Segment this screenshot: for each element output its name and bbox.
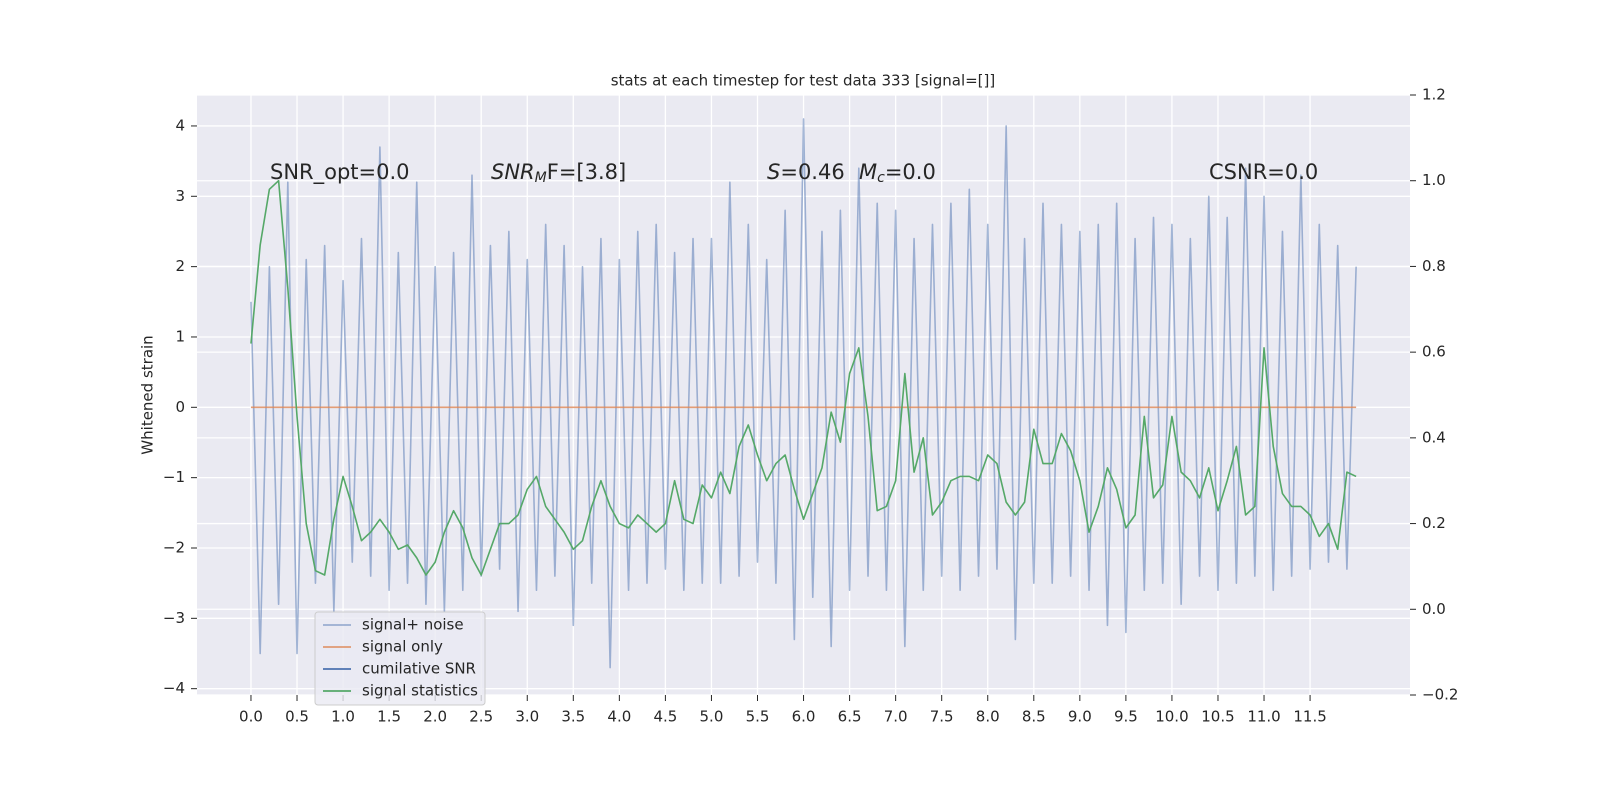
annotation-part: S (767, 160, 780, 184)
y-tick-label: −2 (163, 538, 185, 556)
x-tick-label: 3.0 (515, 708, 539, 726)
x-tick-label: 6.5 (838, 708, 862, 726)
x-tick-label: 6.0 (792, 708, 816, 726)
annotation: CSNR=0.0 (1209, 160, 1318, 184)
x-tick-label: 3.5 (561, 708, 585, 726)
x-tick-label: 1.0 (331, 708, 355, 726)
y-tick-label: −3 (163, 609, 185, 627)
y-tick-label: 4 (175, 116, 185, 134)
legend: signal+ noise signal only cumilative SNR si… (314, 611, 486, 706)
y2-tick-label: 0.4 (1422, 428, 1446, 446)
y-tick-label: −4 (163, 679, 185, 697)
x-tick-label: 2.5 (469, 708, 493, 726)
annotation-part: F=[3.8] (547, 160, 626, 184)
annotation: S=0.46 (767, 160, 845, 184)
chart-title: stats at each timestep for test data 333… (611, 72, 996, 90)
y-axis-label: Whitened strain (139, 335, 157, 454)
x-tick-label: 8.0 (976, 708, 1000, 726)
series-line (250, 118, 1357, 669)
x-tick-label: 0.5 (285, 708, 309, 726)
x-tick-label: 4.5 (653, 708, 677, 726)
annotation-part: M (859, 160, 877, 184)
legend-label: signal only (362, 638, 443, 656)
x-tick-label: 9.5 (1114, 708, 1138, 726)
annotation-part: =0.0 (885, 160, 936, 184)
y-tick-label: −1 (163, 468, 185, 486)
x-tick-label: 10.5 (1201, 708, 1234, 726)
y2-tick-label: 0.8 (1422, 257, 1446, 275)
x-tick-label: 11.5 (1293, 708, 1326, 726)
y-tick-label: 3 (175, 187, 185, 205)
legend-frame (314, 611, 486, 706)
x-tick-label: 11.0 (1247, 708, 1280, 726)
annotation: SNR_opt=0.0 (270, 160, 410, 185)
annotation-part: SNR (491, 160, 535, 184)
series-line (250, 179, 1357, 576)
x-tick-label: 8.5 (1022, 708, 1046, 726)
annotation-part: =0.46 (780, 160, 844, 184)
y2-tick-label: 0.2 (1422, 514, 1446, 532)
y2-tick-label: 1.2 (1422, 86, 1446, 104)
annotation-part: SNR_opt=0.0 (270, 160, 410, 185)
annotation: Mc=0.0 (859, 160, 936, 186)
x-tick-label: 10.0 (1155, 708, 1188, 726)
x-tick-label: 1.5 (377, 708, 401, 726)
y2-tick-label: 1.0 (1422, 171, 1446, 189)
y2-tick-label: 0.0 (1422, 600, 1446, 618)
x-tick-label: 0.0 (239, 708, 263, 726)
x-tick-label: 7.5 (930, 708, 954, 726)
y-tick-label: 2 (175, 257, 185, 275)
x-tick-label: 9.0 (1068, 708, 1092, 726)
x-tick-label: 4.0 (607, 708, 631, 726)
x-tick-label: 5.0 (700, 708, 724, 726)
annotation: SNRMF=[3.8] (491, 160, 626, 186)
x-tick-label: 2.0 (423, 708, 447, 726)
annotation-part: M (535, 170, 547, 186)
legend-label: signal+ noise (362, 616, 464, 634)
legend-label: signal statistics (362, 682, 478, 700)
y2-tick-label: 0.6 (1422, 343, 1446, 361)
y-tick-label: 1 (175, 327, 185, 345)
annotation-part: CSNR=0.0 (1209, 160, 1318, 184)
y-tick-label: 0 (175, 398, 185, 416)
x-tick-label: 7.0 (884, 708, 908, 726)
y2-tick-label: −0.2 (1422, 686, 1458, 704)
legend-label: cumilative SNR (362, 660, 476, 678)
annotation-part: c (877, 170, 885, 186)
x-tick-label: 5.5 (746, 708, 770, 726)
